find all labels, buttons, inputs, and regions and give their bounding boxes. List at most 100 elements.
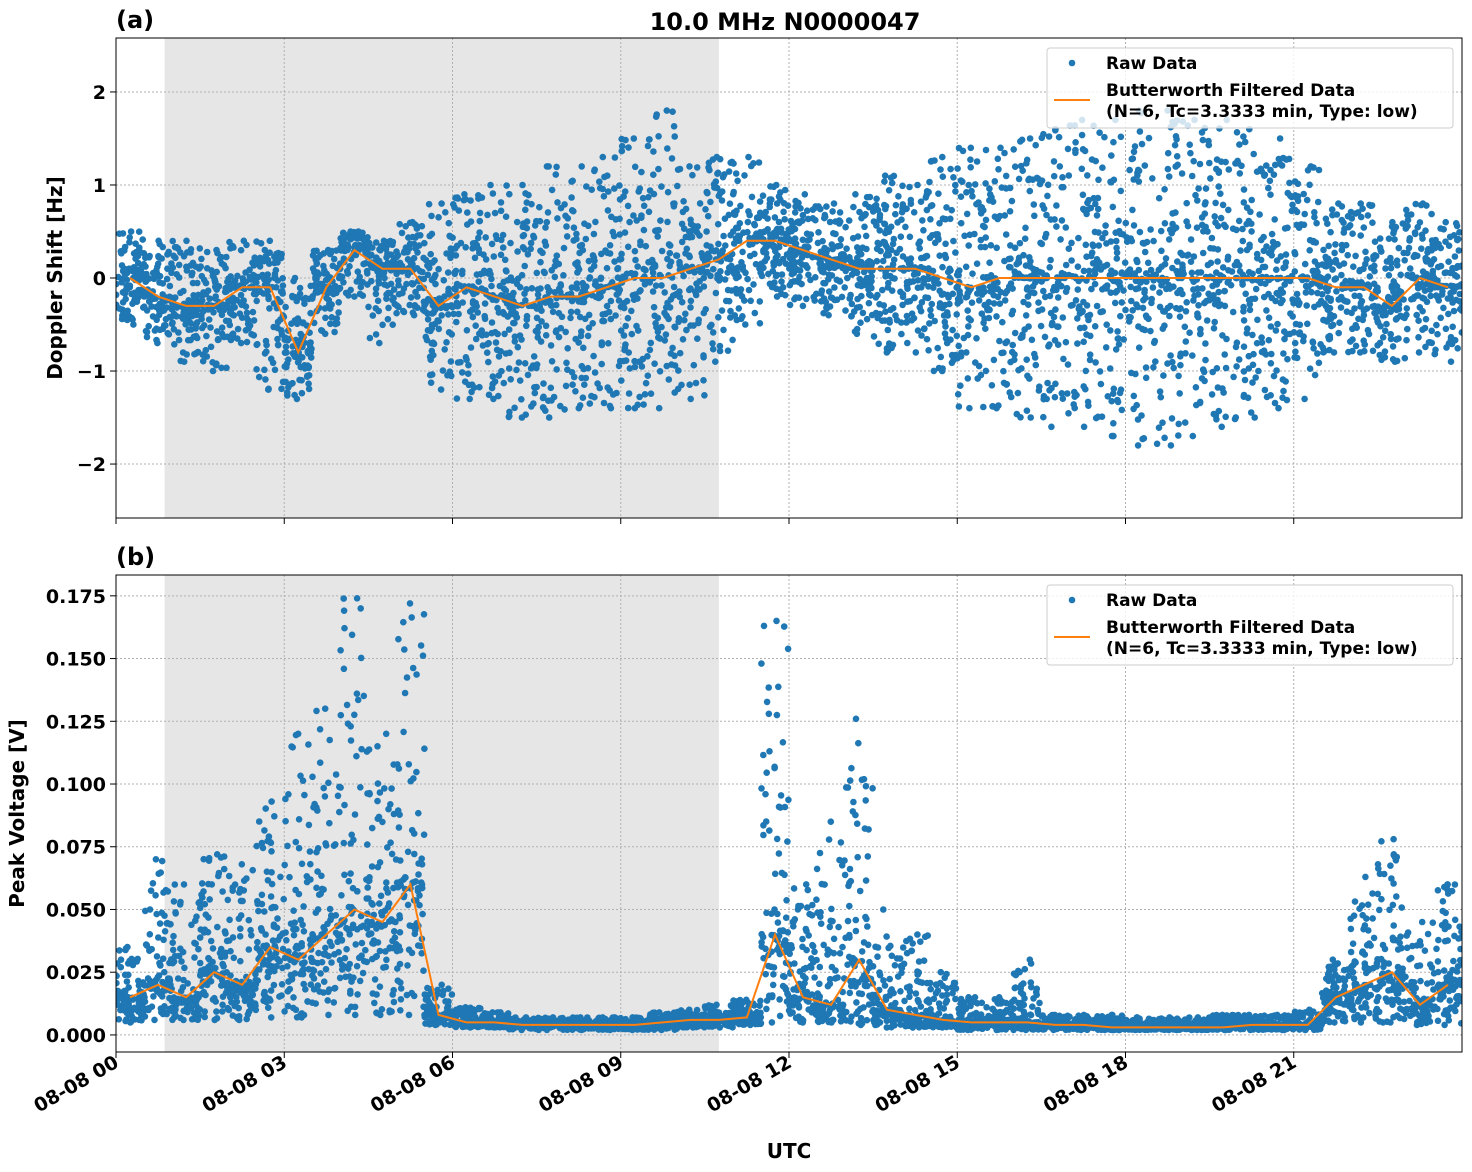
raw-data-point [1214,258,1221,265]
raw-data-point [227,972,234,979]
raw-data-point [1419,200,1427,207]
raw-data-point [731,211,738,218]
raw-data-point [154,339,161,347]
raw-data-point [421,239,428,247]
raw-data-point [547,384,555,392]
raw-data-point [1210,325,1218,332]
raw-data-point [1198,214,1206,221]
raw-data-point [545,414,553,421]
raw-data-point [581,381,588,389]
raw-data-point [334,285,342,293]
raw-data-point [740,229,747,236]
raw-data-point [920,227,927,234]
raw-data-point [1352,252,1359,260]
y-tick-label: −1 [77,361,106,383]
raw-data-point [1148,299,1155,307]
raw-data-point [1196,160,1204,168]
raw-data-point [185,326,192,334]
raw-data-point [227,947,234,955]
raw-data-point [1074,286,1082,293]
raw-data-point [560,244,568,252]
raw-data-point [986,185,993,192]
raw-data-point [413,265,421,272]
raw-data-point [1422,315,1430,323]
raw-data-point [1304,320,1311,328]
raw-data-point [469,245,476,252]
raw-data-point [645,136,653,143]
raw-data-point [1250,150,1257,158]
raw-data-point [478,194,486,201]
raw-data-point [528,403,535,410]
raw-data-point [603,302,611,310]
raw-data-point [389,238,397,246]
raw-data-point [1412,200,1419,208]
raw-data-point [771,214,779,221]
raw-data-point [245,325,252,332]
raw-data-point [892,210,899,218]
raw-data-point [405,245,413,252]
raw-data-point [1359,281,1366,288]
raw-data-point [661,289,668,296]
raw-data-point [489,373,497,380]
raw-data-point [1114,335,1122,343]
raw-data-point [973,158,981,165]
raw-data-point [575,298,583,305]
raw-data-point [910,209,918,216]
raw-data-point [514,343,522,351]
raw-data-point [680,272,687,280]
raw-data-point [589,252,597,259]
raw-data-point [560,272,567,279]
raw-data-point [836,218,844,225]
raw-data-point [702,206,709,213]
raw-data-point [1363,255,1370,263]
raw-data-point [1133,401,1140,409]
raw-data-point [1432,346,1439,354]
raw-data-point [1445,340,1453,347]
raw-data-point [1079,205,1087,213]
raw-data-point [1230,373,1237,381]
raw-data-point [695,319,702,327]
raw-data-point [1116,283,1124,290]
raw-data-point [597,274,605,282]
raw-data-point [1182,338,1190,345]
raw-data-point [853,330,861,338]
raw-data-point [817,258,824,266]
raw-data-point [521,360,529,367]
raw-data-point [1056,163,1064,170]
raw-data-point [1251,414,1258,421]
y-tick-label: 0 [93,268,106,290]
raw-data-point [1207,175,1214,182]
raw-data-point [626,365,634,372]
raw-data-point [1329,266,1336,273]
raw-data-point [926,234,934,242]
raw-data-point [724,347,732,355]
raw-data-point [1411,251,1419,259]
raw-data-point [1014,389,1022,397]
raw-data-point [788,227,795,235]
raw-data-point [199,292,206,299]
raw-data-point [1222,158,1229,166]
raw-data-point [1279,297,1286,304]
raw-data-point [641,391,649,398]
raw-data-point [1175,432,1182,439]
raw-data-point [153,325,160,333]
raw-data-point [351,243,359,251]
raw-data-point [412,288,419,296]
raw-data-point [1033,174,1041,182]
raw-data-point [274,341,282,349]
raw-data-point [466,395,474,403]
raw-data-point [616,286,624,294]
raw-data-point [773,293,781,300]
raw-data-point [1038,177,1046,184]
raw-data-point [210,309,217,316]
raw-data-point [236,310,244,318]
raw-data-point [853,269,861,277]
raw-data-point [809,253,816,261]
raw-data-point [1109,203,1117,211]
raw-data-point [920,325,928,333]
raw-data-point [888,179,896,187]
raw-data-point [829,208,836,215]
raw-data-point [1322,215,1330,223]
raw-data-point [170,310,178,318]
raw-data-point [625,390,633,397]
